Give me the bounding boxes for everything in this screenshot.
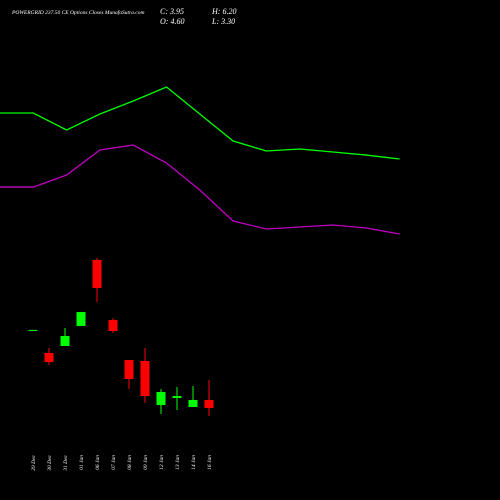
band-line <box>0 86 400 160</box>
x-tick-label: 09 Jan <box>143 455 149 470</box>
x-tick-label: 06 Jan <box>95 455 101 470</box>
x-tick-label: 16 Jan <box>207 455 213 470</box>
candle-body <box>204 399 214 409</box>
x-tick-label: 31 Dec <box>63 454 69 471</box>
x-tick-label: 08 Jan <box>127 455 133 470</box>
chart-title: POWERGRID 237.50 CE Options Closes Munaf… <box>11 9 144 16</box>
band-line <box>0 144 400 235</box>
candle-body <box>188 399 198 408</box>
candle-body <box>156 392 166 406</box>
candle-body <box>140 361 150 396</box>
x-tick-label: 12 Jan <box>159 455 165 470</box>
x-tick-label: 01 Jan <box>79 455 85 470</box>
candle-body <box>172 395 182 398</box>
candle-body <box>28 329 38 331</box>
x-tick-label: 29 Dec <box>31 454 37 470</box>
x-tick-label: 30 Dec <box>47 454 53 471</box>
candle-body <box>44 352 54 363</box>
candle-body <box>108 319 118 332</box>
candle-body <box>92 259 102 288</box>
x-tick-label: 07 Jan <box>111 455 117 470</box>
candle-body <box>60 335 70 347</box>
x-tick-label: 14 Jan <box>190 455 197 470</box>
x-tick-label: 13 Jan <box>175 455 181 470</box>
candle-body <box>76 312 86 327</box>
info-high: H: 6.20 <box>211 7 236 16</box>
info-low: L: 3.30 <box>211 17 235 26</box>
candle-body <box>124 360 134 380</box>
info-close: C: 3.95 <box>160 7 184 16</box>
info-open: O: 4.60 <box>160 17 184 26</box>
